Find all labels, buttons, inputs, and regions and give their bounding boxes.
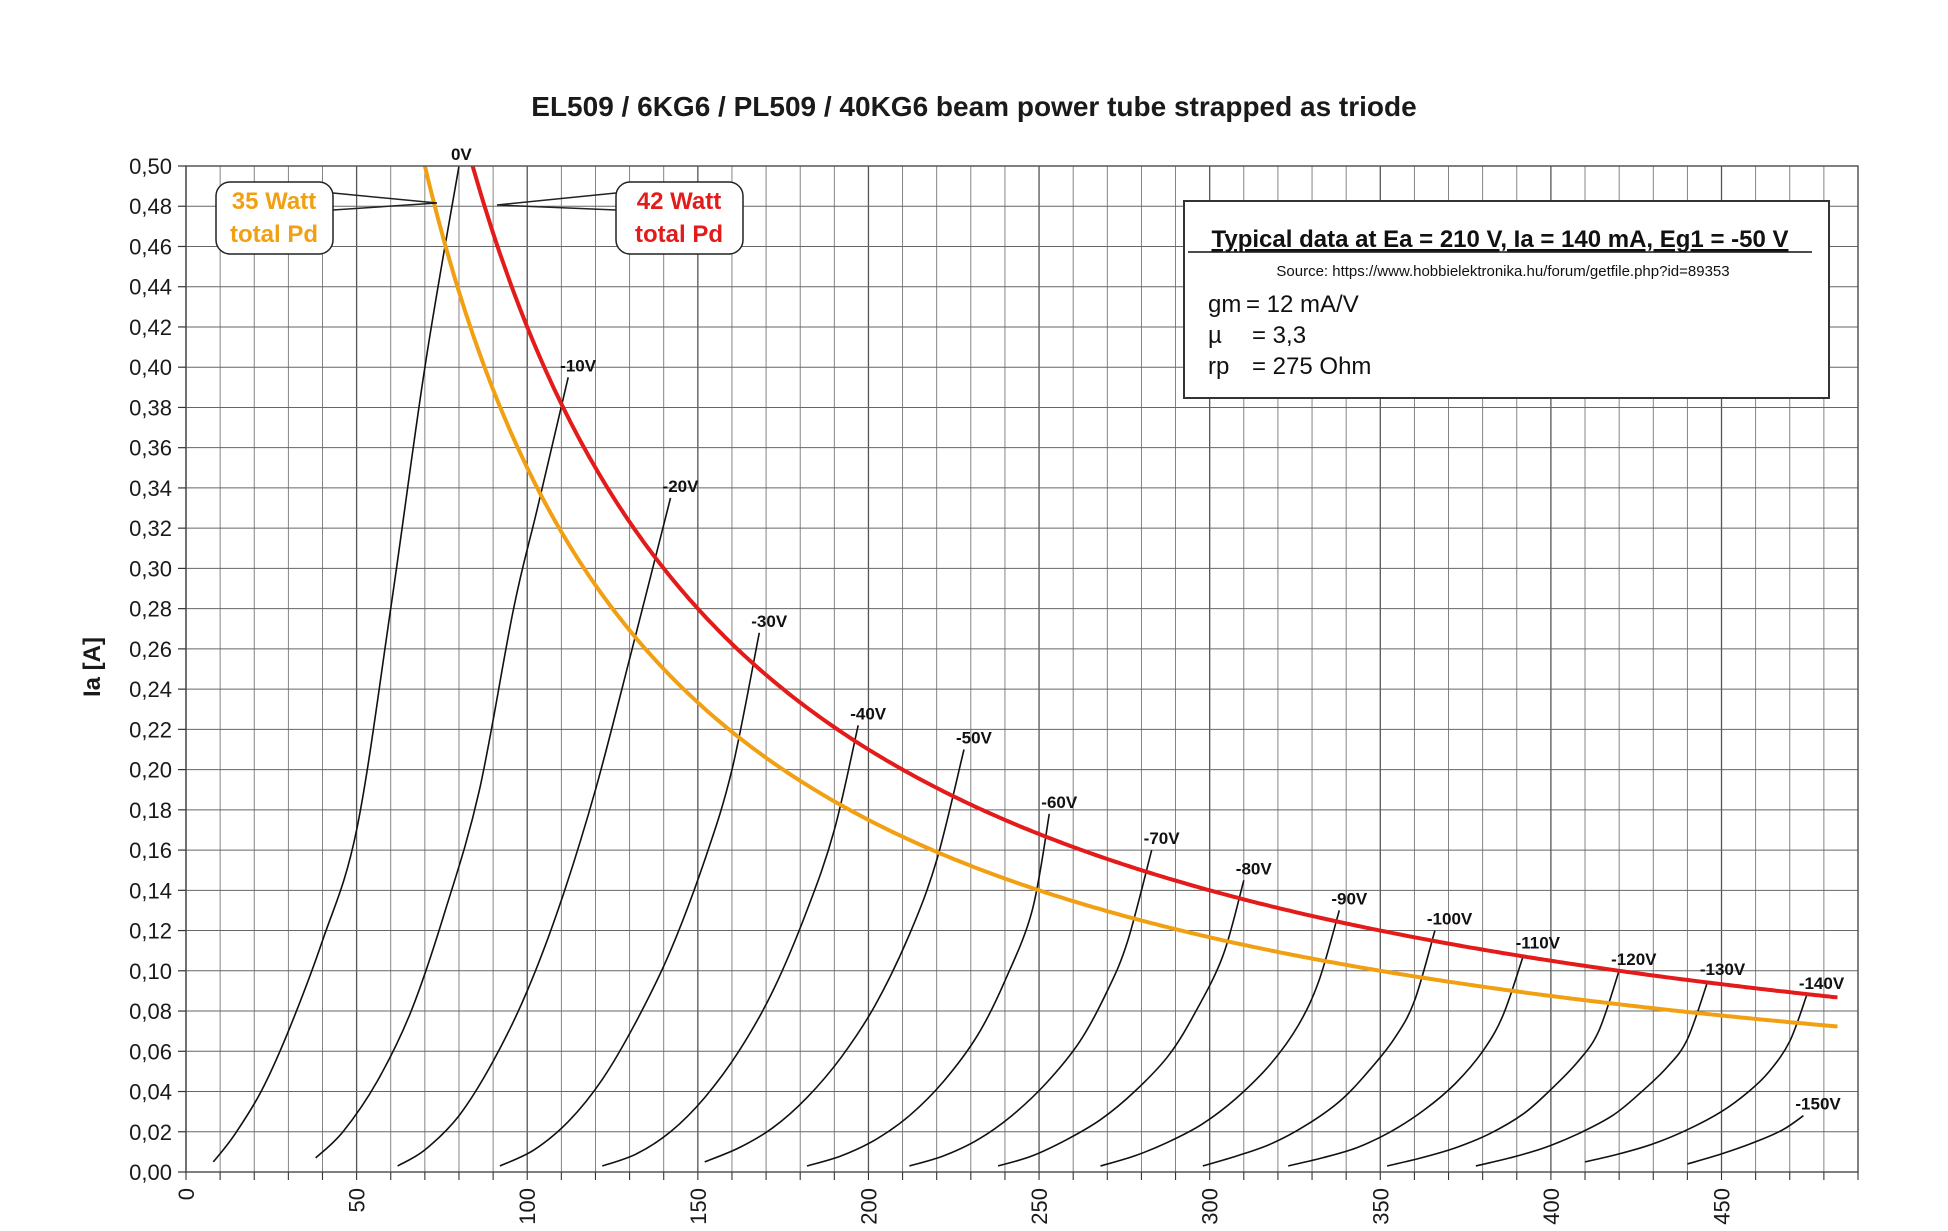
grid-curve--140V (1584, 994, 1808, 1163)
callout-42w: 42 Watt total Pd (496, 181, 744, 255)
x-tick-label: 450 (1710, 1188, 1735, 1225)
y-tick-label: 0,04 (129, 1080, 172, 1105)
grid-curve--90V (1100, 910, 1341, 1167)
grid-curve--130V (1475, 980, 1709, 1167)
grid-curve-label: -120V (1611, 950, 1657, 969)
y-tick-label: 0,18 (129, 798, 172, 823)
grid-curve-0V (212, 165, 460, 1163)
callout-35w-line2: total Pd (230, 221, 318, 248)
grid-curve-label: -60V (1041, 793, 1078, 812)
callout-42w-line1: 42 Watt (637, 188, 721, 215)
grid-curve-label: -130V (1700, 960, 1746, 979)
typical-mu-name: µ (1208, 322, 1222, 349)
grid-curve--50V (704, 749, 965, 1163)
y-tick-label: 0,44 (129, 275, 172, 300)
x-tick-label: 300 (1198, 1188, 1223, 1225)
y-tick-label: 0,08 (129, 999, 172, 1024)
y-tick-label: 0,20 (129, 758, 172, 783)
plot-frame (185, 165, 1859, 1173)
grid-curve-label: -150V (1795, 1095, 1841, 1114)
y-tick-label: 0,10 (129, 959, 172, 984)
y-axis-ticks: 0,00 0,02 0,04 0,06 0,08 0,10 0,12 0,14 0,16 0,18… (129, 154, 186, 1185)
grid-curve-label: -50V (956, 728, 993, 747)
x-tick-label: 350 (1368, 1188, 1393, 1225)
typical-data-heading: Typical data at Ea = 210 V, Ia = 140 mA,… (1212, 226, 1789, 253)
grid-curve--150V (1687, 1115, 1804, 1165)
chart-title: EL509 / 6KG6 / PL509 / 40KG6 beam power … (531, 91, 1416, 122)
x-axis-ticks: 0 50 100 150 200 250 300 350 400 450 (174, 1172, 1859, 1225)
typical-mu-value: = 3,3 (1252, 322, 1306, 349)
callout-35w-line1: 35 Watt (232, 188, 316, 215)
typical-gm-value: = 12 mA/V (1246, 291, 1359, 318)
y-tick-label: 0,32 (129, 516, 172, 541)
power-curve-35w (422, 165, 1838, 1029)
grid-curve-label: -40V (850, 704, 887, 723)
y-tick-label: 0,26 (129, 637, 172, 662)
y-tick-label: 0,12 (129, 919, 172, 944)
grid-curve-label: -140V (1799, 974, 1845, 993)
grid-curve-label: -90V (1331, 889, 1368, 908)
y-axis-label: Ia [A] (79, 637, 106, 697)
y-tick-label: 0,02 (129, 1120, 172, 1145)
y-tick-label: 0,50 (129, 154, 172, 179)
grid-curve--70V (909, 849, 1153, 1167)
grid-curve-label: -70V (1144, 829, 1181, 848)
typical-gm-name: gm (1208, 291, 1241, 318)
y-tick-label: 0,00 (129, 1160, 172, 1185)
grid-curve-label: 0V (451, 145, 472, 164)
grid-curve--100V (1202, 930, 1436, 1167)
y-tick-label: 0,46 (129, 234, 172, 259)
y-tick-label: 0,28 (129, 597, 172, 622)
y-tick-label: 0,48 (129, 194, 172, 219)
grid-curve-label: -100V (1427, 910, 1473, 929)
y-tick-label: 0,30 (129, 556, 172, 581)
y-tick-label: 0,34 (129, 476, 172, 501)
grid-curve--110V (1288, 954, 1525, 1167)
grid-curve-label: -10V (560, 356, 597, 375)
y-tick-label: 0,14 (129, 878, 172, 903)
y-tick-label: 0,42 (129, 315, 172, 340)
grid-curve--20V (397, 497, 672, 1167)
grid-curve-label: -80V (1236, 859, 1273, 878)
power-dissipation-curves (422, 165, 1838, 1029)
typical-data-box: Typical data at Ea = 210 V, Ia = 140 mA,… (1183, 200, 1830, 399)
y-tick-label: 0,38 (129, 395, 172, 420)
x-tick-label: 0 (174, 1188, 199, 1200)
callout-35w: 35 Watt total Pd (215, 181, 438, 255)
x-tick-label: 150 (686, 1188, 711, 1225)
typical-rp-name: rp (1208, 353, 1229, 380)
grid-voltage-labels: 0V -10V -20V -30V -40V -50V -60V -70V -80V -90V -1… (451, 145, 1845, 1114)
x-tick-label: 100 (515, 1188, 540, 1225)
grid-curve-label: -30V (751, 612, 788, 631)
x-tick-label: 50 (345, 1188, 370, 1212)
grid-curve-label: -110V (1516, 934, 1561, 953)
y-tick-label: 0,06 (129, 1039, 172, 1064)
grid-curve--30V (499, 632, 761, 1167)
y-tick-label: 0,40 (129, 355, 172, 380)
y-tick-label: 0,16 (129, 838, 172, 863)
x-tick-label: 400 (1539, 1188, 1564, 1225)
x-tick-label: 200 (856, 1188, 881, 1225)
y-tick-label: 0,24 (129, 677, 172, 702)
y-tick-label: 0,22 (129, 717, 172, 742)
callout-42w-line2: total Pd (635, 221, 723, 248)
typical-data-source: Source: https://www.hobbielektronika.hu/… (1276, 263, 1729, 280)
grid-voltage-curves (212, 165, 1808, 1167)
grid-curve--60V (806, 813, 1051, 1167)
grid-curve--40V (602, 725, 859, 1167)
x-tick-label: 250 (1027, 1188, 1052, 1225)
power-curve-42w (470, 165, 1838, 1000)
grid-curve--80V (997, 880, 1245, 1167)
y-tick-label: 0,36 (129, 436, 172, 461)
grid-curve--120V (1386, 970, 1620, 1167)
typical-rp-value: = 275 Ohm (1252, 353, 1371, 380)
grid-curve--10V (315, 377, 569, 1159)
grid-curve-label: -20V (663, 477, 700, 496)
